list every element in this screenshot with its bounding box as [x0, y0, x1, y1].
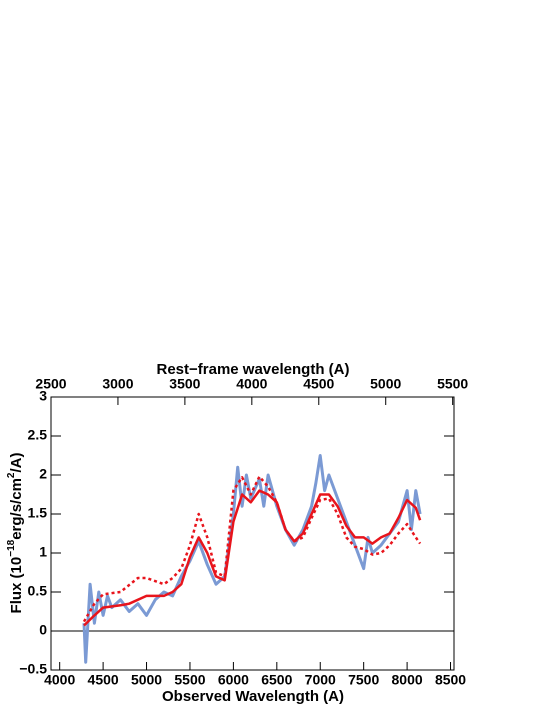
x2-tick-label: 3500: [169, 376, 200, 392]
series-line: [83, 489, 422, 627]
x-tick-label: 5000: [131, 672, 162, 688]
y-tick-label: 2.5: [28, 427, 48, 443]
x-tick-label: 4000: [44, 672, 75, 688]
y-tick-label: 1: [39, 544, 47, 560]
plot-frame: [50, 396, 455, 671]
y-tick-label: 0.5: [28, 583, 48, 599]
y-title-sup: 2: [6, 472, 17, 478]
series-line: [82, 475, 422, 623]
x2-tick-label: 2500: [35, 376, 66, 392]
x-tick-label: 6000: [218, 672, 249, 688]
x-tick-label: 5500: [174, 672, 205, 688]
y-title-part: /A): [8, 453, 25, 473]
x2-tick-label: 4500: [303, 376, 334, 392]
x2-axis-title: Rest−frame wavelength (A): [157, 361, 350, 378]
y-title-sup: −18: [6, 539, 17, 556]
x2-tick-label: 5500: [437, 376, 468, 392]
x-tick-label: 8500: [435, 672, 466, 688]
x-tick-label: 6500: [261, 672, 292, 688]
x-tick-label: 4500: [88, 672, 119, 688]
y-tick-label: 0: [39, 622, 47, 638]
y-tick-label: 1.5: [28, 505, 48, 521]
x2-tick-label: 4000: [236, 376, 267, 392]
y-tick-label: 3: [39, 388, 47, 404]
x2-tick-label: 5000: [370, 376, 401, 392]
x-axis-title: Observed Wavelength (A): [162, 688, 344, 705]
y-tick-label: 2: [39, 466, 47, 482]
x-tick-label: 7000: [305, 672, 336, 688]
y-tick-label: −0.5: [19, 661, 47, 677]
y-title-part: erg/s/cm: [8, 478, 25, 540]
x2-tick-label: 3000: [102, 376, 133, 392]
x-tick-label: 7500: [348, 672, 379, 688]
y-title-part: Flux (10: [8, 557, 25, 614]
y-axis-title: Flux (10−18erg/s/cm2/A): [6, 453, 25, 614]
x-tick-label: 8000: [392, 672, 423, 688]
